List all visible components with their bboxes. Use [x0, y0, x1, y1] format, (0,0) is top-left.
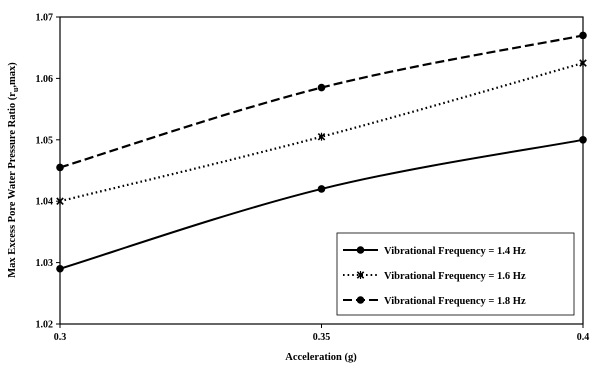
series-3	[56, 31, 587, 172]
y-tick-label: 1.06	[36, 74, 54, 85]
legend-marker	[356, 296, 365, 304]
x-tick-label: 0.35	[313, 332, 331, 343]
x-axis-title: Acceleration (g)	[285, 352, 357, 363]
y-axis-ticks: 1.02 1.03 1.04 1.05 1.06 1.07	[36, 13, 60, 331]
legend-label: Vibrational Frequency = 1.6 Hz	[384, 271, 526, 282]
x-tick-label: 0.3	[54, 332, 67, 343]
data-point	[56, 163, 64, 172]
legend-label: Vibrational Frequency = 1.8 Hz	[384, 296, 526, 307]
y-axis-title-tail: ,max)	[7, 62, 18, 88]
x-tick-label: 0.4	[577, 332, 590, 343]
series-line	[59, 61, 584, 203]
data-point	[56, 264, 64, 273]
y-tick-label: 1.03	[36, 258, 54, 269]
data-point	[317, 83, 326, 92]
y-tick-label: 1.05	[36, 135, 54, 146]
y-axis-title: Max Excess Pore Water Pressure Ratio (ru…	[7, 62, 20, 278]
legend-item: Vibrational Frequency = 1.6 Hz	[343, 271, 526, 282]
legend-marker	[356, 246, 365, 254]
y-tick-label: 1.02	[36, 320, 54, 331]
x-axis-ticks: 0.3 0.35 0.4	[54, 324, 590, 343]
data-point	[579, 136, 587, 144]
y-axis-title-subscript: u	[11, 87, 20, 92]
data-point	[579, 31, 587, 40]
legend: Vibrational Frequency = 1.4 Hz Vibrationa…	[336, 232, 575, 316]
legend-item: Vibrational Frequency = 1.4 Hz	[343, 246, 526, 257]
series-layer	[56, 31, 587, 273]
series-1	[56, 136, 587, 273]
legend-label: Vibrational Frequency = 1.4 Hz	[384, 246, 526, 257]
y-tick-label: 1.07	[36, 13, 54, 24]
y-axis-title-main: Max Excess Pore Water Pressure Ratio (r	[7, 92, 18, 278]
series-2	[56, 59, 587, 206]
legend-item: Vibrational Frequency = 1.8 Hz	[343, 296, 526, 307]
data-point	[317, 185, 326, 193]
y-tick-label: 1.04	[36, 197, 54, 208]
